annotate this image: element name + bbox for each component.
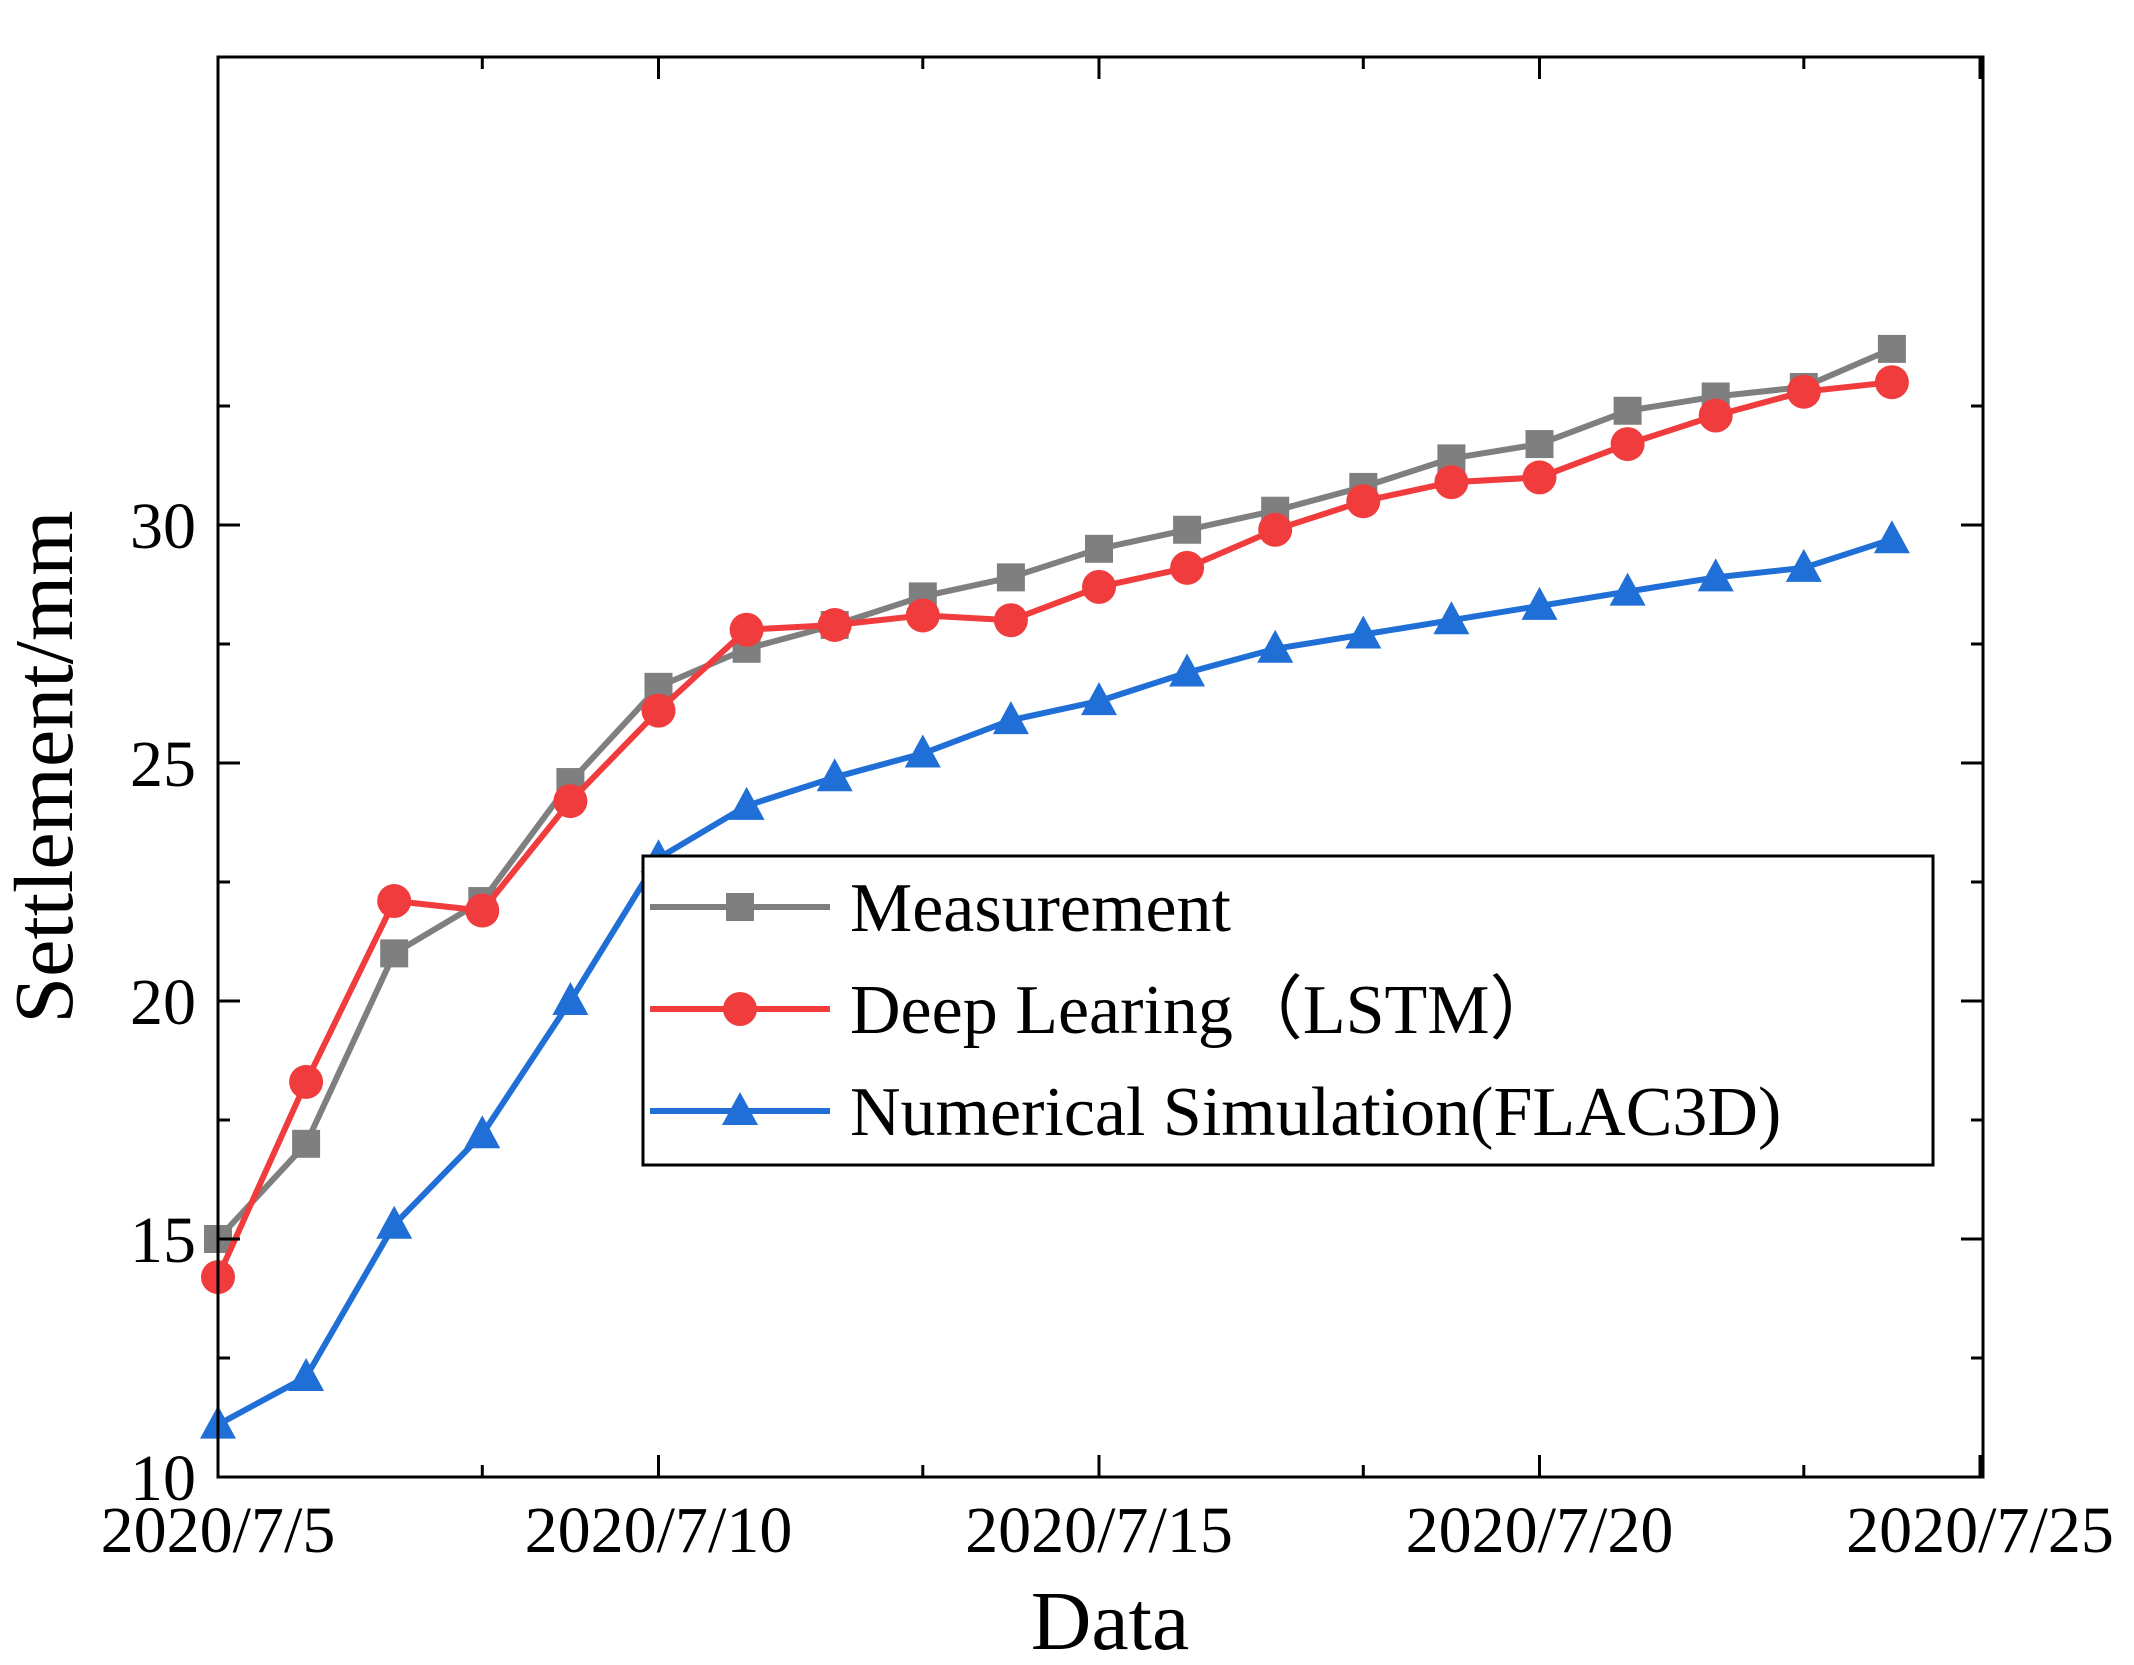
legend-marker-2 <box>723 992 757 1026</box>
y-tick-label: 15 <box>130 1204 196 1277</box>
data-point-2-10 <box>993 603 1028 638</box>
data-point-2-14 <box>1346 484 1381 519</box>
data-point-1-17 <box>1613 396 1642 425</box>
data-point-3-19 <box>1785 548 1822 582</box>
data-point-3-16 <box>1521 586 1558 620</box>
data-point-3-15 <box>1433 601 1470 635</box>
series-line-3 <box>216 536 1893 1428</box>
x-tick-label: 2020/7/20 <box>1406 1494 1674 1567</box>
data-point-3-13 <box>1257 629 1294 663</box>
data-point-2-2 <box>289 1064 324 1099</box>
data-point-2-16 <box>1522 460 1557 495</box>
data-point-2-5 <box>553 784 588 819</box>
data-point-3-14 <box>1345 615 1382 649</box>
data-point-2-3 <box>377 884 412 919</box>
data-point-3-3 <box>376 1205 413 1239</box>
x-tick-label: 2020/7/25 <box>1846 1494 2114 1567</box>
data-point-2-15 <box>1434 465 1469 500</box>
axis-ticks: 2020/7/5 2020/7/10 2020/7/15 2020/7/20 2020/… <box>101 57 2114 1567</box>
data-point-2-20 <box>1874 365 1909 400</box>
legend-box <box>641 854 1935 1167</box>
y-axis-title: Settlement/mm <box>0 510 91 1023</box>
data-point-3-10 <box>992 701 1029 735</box>
data-point-3-20 <box>1873 520 1910 554</box>
series-3 <box>200 520 1910 1439</box>
data-point-2-4 <box>465 893 500 928</box>
legend-label-1: Measurement <box>850 870 1232 947</box>
data-point-2-12 <box>1170 550 1205 585</box>
legend-marker-3 <box>722 1092 758 1125</box>
data-point-3-11 <box>1081 682 1117 716</box>
data-point-2-11 <box>1082 569 1116 604</box>
legend: Measurement Deep Learing（LSTM） Numerical S… <box>641 854 1935 1167</box>
data-point-3-8 <box>816 758 853 792</box>
data-point-1-20 <box>1877 334 1906 363</box>
x-axis-title: Data <box>1031 1575 1190 1665</box>
data-point-1-2 <box>292 1129 321 1158</box>
x-tick-label: 2020/7/5 <box>101 1494 336 1567</box>
data-point-1-11 <box>1085 534 1113 563</box>
data-point-3-4 <box>464 1115 501 1149</box>
series-2 <box>201 365 1909 1295</box>
data-point-2-8 <box>817 607 852 642</box>
data-point-1-12 <box>1173 515 1202 544</box>
y-tick-label: 30 <box>130 490 196 563</box>
legend-items: Measurement Deep Learing（LSTM） Numerical S… <box>650 870 1781 1151</box>
data-point-3-7 <box>728 786 765 820</box>
data-point-2-18 <box>1698 398 1733 433</box>
y-tick-label: 10 <box>130 1442 196 1515</box>
plot-series <box>200 334 1910 1439</box>
data-point-1-3 <box>380 939 409 968</box>
x-tick-label: 2020/7/15 <box>965 1494 1233 1567</box>
data-point-2-19 <box>1786 374 1821 409</box>
data-point-2-9 <box>905 598 940 633</box>
data-point-3-9 <box>904 734 941 768</box>
series-line-1 <box>215 346 1894 1242</box>
data-point-3-12 <box>1169 653 1206 687</box>
data-point-3-17 <box>1609 572 1646 606</box>
legend-label-3: Numerical Simulation(FLAC3D) <box>850 1074 1781 1151</box>
data-point-2-7 <box>729 612 764 647</box>
data-point-3-2 <box>288 1358 325 1392</box>
legend-marker-1 <box>726 893 754 921</box>
data-point-1-10 <box>996 563 1025 592</box>
data-point-2-13 <box>1258 512 1293 547</box>
data-point-3-18 <box>1697 558 1734 592</box>
data-point-1-16 <box>1525 430 1554 459</box>
y-tick-label: 25 <box>130 728 196 801</box>
y-tick-label: 20 <box>130 966 196 1039</box>
x-tick-label: 2020/7/10 <box>525 1494 793 1567</box>
data-point-2-17 <box>1610 427 1645 462</box>
legend-label-2: Deep Learing（LSTM） <box>850 972 1560 1049</box>
data-point-3-5 <box>552 982 589 1015</box>
data-point-2-6 <box>641 693 676 728</box>
